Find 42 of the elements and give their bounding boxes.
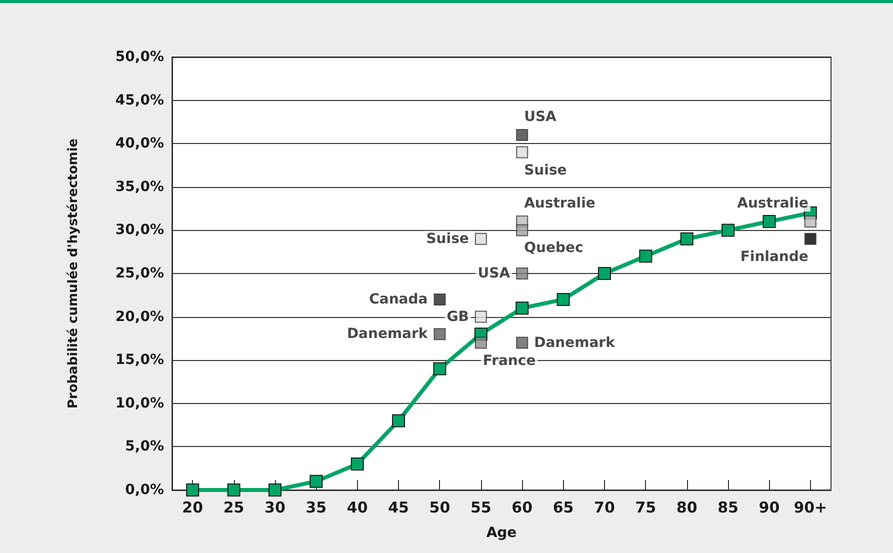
x-tick-label: 60: [512, 498, 533, 516]
series-label: Quebec: [524, 240, 584, 256]
y-tick-label: 50,0%: [115, 49, 164, 65]
y-tick-label: 5,0%: [125, 438, 164, 455]
text: Australie: [737, 196, 808, 212]
x-tick-label: 40: [346, 498, 368, 516]
series-label: Finlande: [740, 248, 808, 265]
text: USA: [478, 266, 510, 282]
y-tick-label: 0,0%: [125, 482, 164, 498]
x-tick-label: 25: [223, 498, 244, 516]
series-label: GB: [446, 308, 469, 325]
y-tick-label: 15,0%: [115, 352, 164, 368]
x-tick-label: 65: [552, 498, 574, 516]
x-tick-label: 80: [676, 498, 698, 516]
x-tick-label: 90: [758, 498, 780, 516]
x-tick-label: 85: [718, 498, 738, 516]
x-axis-title: Age: [486, 525, 517, 541]
series-label: Australie: [524, 196, 596, 212]
y-tick-label: 30,0%: [115, 222, 164, 238]
y-tick-label: 10,0%: [115, 395, 164, 412]
series-label: France: [482, 352, 536, 369]
y-tick-label: 45,0%: [115, 92, 164, 108]
series-label: Canada: [369, 291, 428, 308]
x-tick-label: 45: [388, 498, 409, 516]
y-tick-label: 20,0%: [115, 308, 164, 325]
x-tick-label: 75: [635, 498, 656, 516]
x-tick-label: 55: [470, 498, 492, 516]
series-label: Suise: [524, 162, 567, 178]
series-label: USA: [524, 108, 557, 125]
y-tick-label: 40,0%: [115, 136, 164, 152]
x-tick-label: 50: [429, 498, 450, 516]
y-tick-label: 25,0%: [115, 266, 164, 282]
y-axis-title: Probabilité cumulée d'hystérectomie: [66, 138, 81, 409]
y-tick-label: 35,0%: [115, 178, 164, 195]
x-tick-label: 90+: [794, 498, 828, 516]
x-tick-label: 20: [182, 498, 204, 516]
x-tick-label: 35: [306, 498, 327, 516]
text: Danemark: [534, 334, 615, 351]
series-label: Danemark: [346, 326, 428, 342]
x-tick-label: 70: [594, 498, 615, 516]
x-tick-label: 30: [264, 498, 286, 516]
text: Suise: [426, 230, 469, 247]
